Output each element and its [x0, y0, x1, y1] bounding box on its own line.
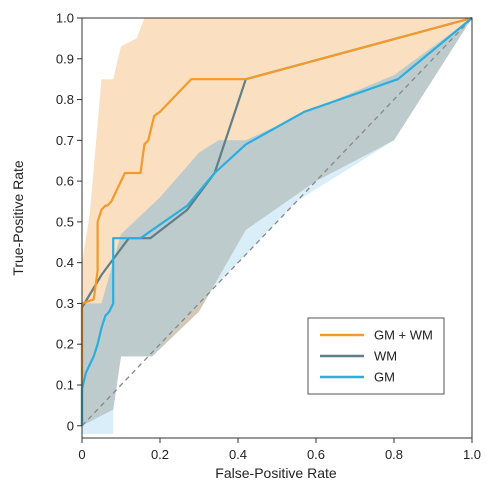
band-2 — [82, 18, 472, 434]
legend-label-2: GM — [374, 370, 395, 385]
x-tick-label-4: 0.8 — [385, 447, 403, 462]
x-tick-label-3: 0.6 — [307, 447, 325, 462]
series-line-2 — [80, 17, 473, 426]
reference-line — [81, 17, 473, 427]
x-axis-ticks: 0 0.2 0.4 0.6 0.8 1.0 — [78, 438, 481, 462]
x-axis-label: False-Positive Rate — [215, 465, 337, 481]
series-line-0 — [80, 16, 473, 426]
y-tick-label-2: 0.2 — [56, 337, 74, 352]
y-tick-label-4: 0.4 — [56, 255, 74, 270]
roc-curves — [80, 16, 473, 426]
x-tick-label-1: 0.2 — [151, 447, 169, 462]
x-tick-label-5: 1.0 — [463, 447, 481, 462]
y-tick-label-9: 0.9 — [56, 51, 74, 66]
x-tick-label-0: 0 — [78, 447, 85, 462]
y-axis-ticks: 0 0.1 0.2 0.3 0.4 0.5 0.6 0.7 0.8 0.9 1.0 — [56, 11, 82, 433]
y-tick-label-0: 0 — [67, 418, 74, 433]
y-tick-label-1: 0.1 — [56, 377, 74, 392]
y-tick-label-6: 0.6 — [56, 174, 74, 189]
y-tick-label-7: 0.7 — [56, 133, 74, 148]
axes — [81, 17, 473, 439]
y-tick-label-8: 0.8 — [56, 92, 74, 107]
legend-label-1: WM — [374, 349, 397, 364]
y-tick-label-5: 0.5 — [56, 214, 74, 229]
y-axis-label: True-Positive Rate — [10, 160, 26, 276]
legend: GM + WM WM GM — [307, 317, 445, 395]
reference-diagonal — [81, 17, 473, 427]
plot-frame — [81, 17, 473, 439]
x-tick-label-2: 0.4 — [229, 447, 247, 462]
y-tick-label-10: 1.0 — [56, 11, 74, 26]
legend-label-0: GM + WM — [374, 328, 433, 343]
y-tick-label-3: 0.3 — [56, 296, 74, 311]
series-line-1 — [80, 16, 473, 426]
